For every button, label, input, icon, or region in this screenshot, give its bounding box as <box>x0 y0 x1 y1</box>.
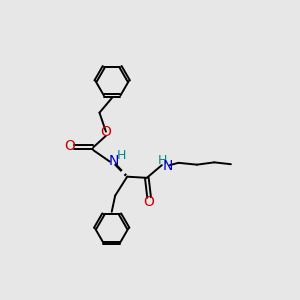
Text: N: N <box>109 154 119 168</box>
Text: O: O <box>144 195 154 209</box>
Text: H: H <box>117 149 126 162</box>
Text: H: H <box>158 154 167 166</box>
Text: O: O <box>100 124 111 139</box>
Text: N: N <box>162 159 173 172</box>
Text: O: O <box>65 139 76 153</box>
